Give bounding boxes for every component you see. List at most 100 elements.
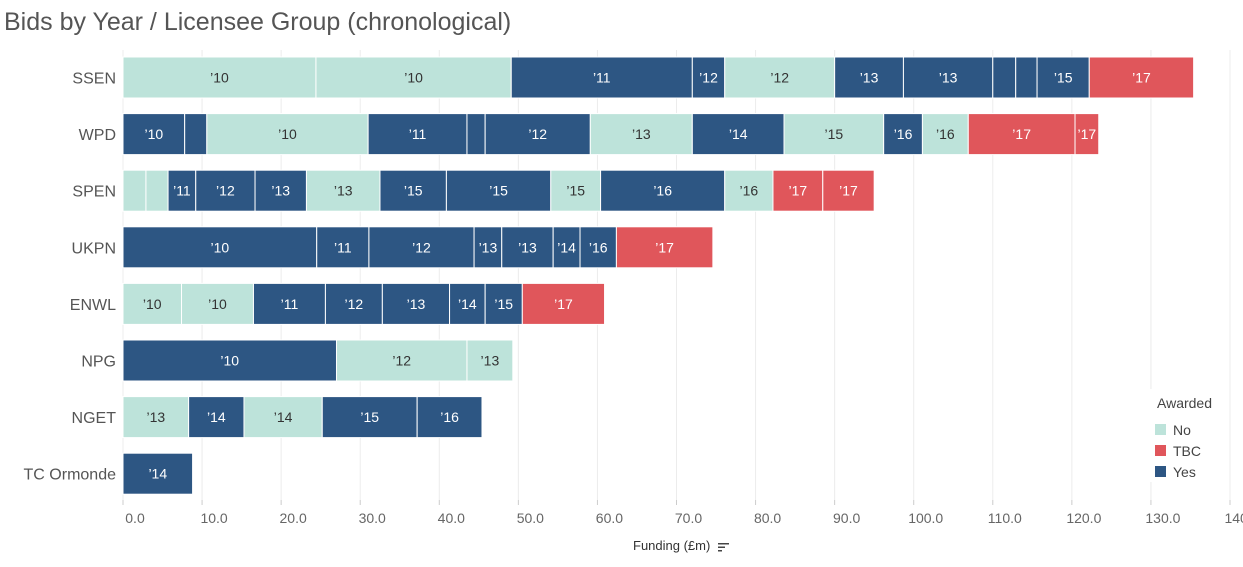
bar-segment-label: ’14	[207, 409, 226, 425]
bar-segment[interactable]	[381, 282, 451, 325]
bars: ’10’10’11’12’12’13’13’15’17’10’10’11’12’…	[122, 56, 1195, 495]
bar-segment[interactable]	[466, 339, 514, 382]
bar-segment-label: ’17	[655, 239, 674, 255]
x-tick-label: 10.0	[200, 510, 227, 526]
legend-label: No	[1173, 421, 1191, 438]
sort-icon[interactable]	[717, 542, 730, 552]
bar-segment[interactable]	[335, 339, 468, 382]
bar-row-npg: ’10 ’12 ’13	[122, 339, 514, 382]
legend-item-no[interactable]: No	[1147, 419, 1229, 440]
bar-segment[interactable]	[1036, 56, 1090, 99]
bar-segment[interactable]	[691, 56, 726, 99]
bar-segment[interactable]	[501, 226, 554, 269]
x-axis: 0.0 10.0 20.0 30.0 40.0 50.0 60.0 70.0 80.0 90.0 1…	[122, 500, 1243, 526]
bar-segment[interactable]	[473, 226, 503, 269]
category-label: NPG	[81, 354, 116, 371]
x-tick-label: 70.0	[675, 510, 702, 526]
bar-segment-label: ’13	[518, 239, 537, 255]
bar-segment[interactable]	[367, 113, 468, 156]
x-tick-label: 30.0	[359, 510, 386, 526]
bar-segment[interactable]	[416, 396, 483, 439]
bar-segment[interactable]	[1074, 113, 1100, 156]
bar-segment[interactable]	[552, 226, 581, 269]
bar-segment[interactable]	[305, 169, 381, 212]
legend-item-yes[interactable]: Yes	[1147, 461, 1229, 482]
bar-segment-label: ’13	[334, 183, 353, 199]
bar-segment[interactable]	[521, 282, 606, 325]
bar-segment[interactable]	[589, 113, 693, 156]
bar-segment[interactable]	[316, 226, 370, 269]
bar-segment[interactable]	[783, 113, 885, 156]
bar-segment[interactable]	[122, 226, 318, 269]
legend-label: TBC	[1173, 442, 1201, 459]
bar-segment[interactable]	[122, 282, 183, 325]
bar-segment[interactable]	[484, 282, 523, 325]
bar-segment[interactable]	[122, 169, 147, 212]
legend-item-tbc[interactable]: TBC	[1147, 440, 1229, 461]
bar-segment[interactable]	[772, 169, 824, 212]
bar-segment[interactable]	[122, 452, 194, 495]
chart-title: Bids by Year / Licensee Group (chronolog…	[4, 8, 512, 36]
bar-segment-label: ’13	[632, 126, 651, 142]
bar-segment-label: ’12	[345, 296, 364, 312]
bar-segment-label: ’13	[146, 409, 165, 425]
bar-segment[interactable]	[600, 169, 726, 212]
x-tick-label: 20.0	[280, 510, 307, 526]
bar-segment-label: ’17	[1132, 70, 1151, 86]
bar-segment[interactable]	[834, 56, 904, 99]
bar-segment[interactable]	[243, 396, 323, 439]
bar-segment[interactable]	[122, 396, 190, 439]
legend-label: Yes	[1173, 463, 1196, 480]
bar-segment[interactable]	[181, 282, 254, 325]
category-label: UKPN	[72, 240, 116, 257]
bar-segment[interactable]	[122, 339, 337, 382]
x-tick-label: 0.0	[125, 510, 145, 526]
bar-segment[interactable]	[550, 169, 602, 212]
bar-segment[interactable]	[254, 169, 307, 212]
bar-segment[interactable]	[822, 169, 875, 212]
bar-segment[interactable]	[122, 56, 317, 99]
bar-segment[interactable]	[188, 396, 245, 439]
bar-segment[interactable]	[379, 169, 447, 212]
bar-segment-label: ’16	[740, 183, 759, 199]
bar-segment-label: ’10	[143, 296, 162, 312]
bar-segment-label: ’13	[479, 239, 498, 255]
bar-segment-label: ’17	[1078, 126, 1097, 142]
bar-segment[interactable]	[1015, 56, 1038, 99]
bar-segment-label: ’12	[528, 126, 547, 142]
bar-segment[interactable]	[615, 226, 714, 269]
bar-segment[interactable]	[484, 113, 591, 156]
category-label: ENWL	[70, 297, 116, 314]
bar-segment[interactable]	[445, 169, 552, 212]
bar-segment-label: ’12	[412, 239, 431, 255]
bar-segment[interactable]	[167, 169, 197, 212]
bar-segment[interactable]	[122, 113, 186, 156]
bar-segment[interactable]	[466, 113, 486, 156]
bar-segment[interactable]	[883, 113, 923, 156]
bar-row-wpd: ’10 ’10 ’11 ’12 ’13 ’14 ’15 ’16 ’16 ’17 ’17	[122, 113, 1100, 156]
bar-segment[interactable]	[510, 56, 693, 99]
bar-segment[interactable]	[195, 169, 256, 212]
bar-segment[interactable]	[449, 282, 486, 325]
bar-segment[interactable]	[992, 56, 1017, 99]
bar-segment-label: ’14	[729, 126, 748, 142]
bar-row-nget: ’13 ’14 ’14 ’15 ’16	[122, 396, 483, 439]
bar-segment-label: ’13	[860, 70, 879, 86]
bar-segment-label: ’17	[554, 296, 573, 312]
bar-segment[interactable]	[145, 169, 169, 212]
bar-segment[interactable]	[252, 282, 326, 325]
bar-segment[interactable]	[921, 113, 969, 156]
bar-segment[interactable]	[315, 56, 512, 99]
bar-segment[interactable]	[691, 113, 785, 156]
bar-segment[interactable]	[184, 113, 208, 156]
bar-segment[interactable]	[324, 282, 383, 325]
bar-row-enwl: ’10 ’10 ’11 ’12 ’13 ’14 ’15 ’17	[122, 282, 606, 325]
bar-segment[interactable]	[579, 226, 617, 269]
legend-swatch	[1155, 424, 1166, 435]
bar-segment[interactable]	[1088, 56, 1195, 99]
bar-segment-label: ’12	[699, 70, 718, 86]
bar-segment[interactable]	[724, 169, 774, 212]
bar-segment-label: ’10	[210, 70, 229, 86]
bar-segment[interactable]	[967, 113, 1076, 156]
